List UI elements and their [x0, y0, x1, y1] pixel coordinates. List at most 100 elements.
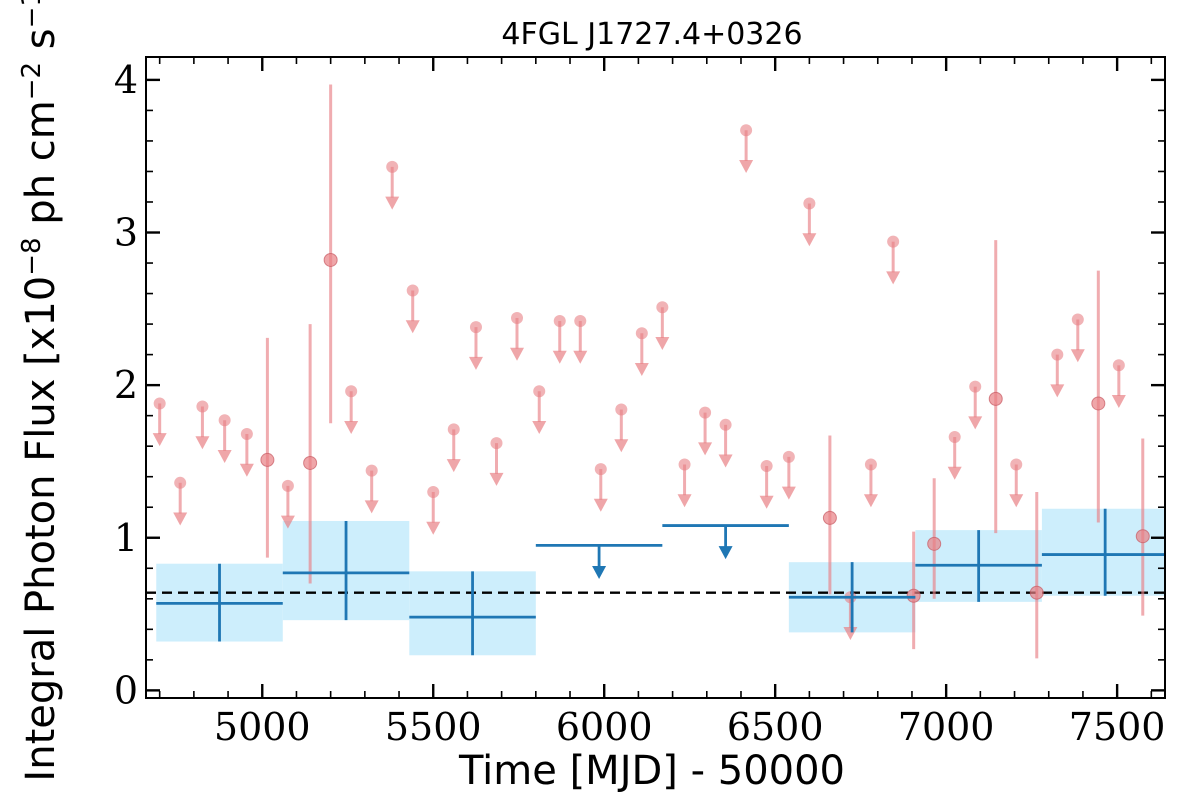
short-bin-upper-limit-head	[968, 416, 983, 430]
y-tick-label: 4	[114, 58, 138, 102]
short-bin-upper-limit-point	[240, 427, 253, 440]
short-bin-upper-limit-head	[532, 420, 547, 434]
axis-ticks: 5000 5500 6000 6500 7000 7500 0 1 2 3 4	[114, 57, 1166, 749]
short-bin-upper-limit-head	[552, 350, 567, 364]
short-bin-upper-limit-point	[740, 124, 753, 137]
short-bin-upper-limit-point	[469, 321, 482, 334]
short-bin-upper-limit-point	[490, 437, 503, 450]
short-bin-upper-limit-head	[239, 463, 254, 477]
short-bin-upper-limit-head	[385, 196, 400, 210]
short-bin-upper-limit-head	[739, 159, 754, 173]
short-bin-upper-limit-point	[678, 458, 691, 471]
short-bin-upper-limit-head	[173, 512, 188, 526]
short-bin-upper-limit-head	[886, 271, 901, 285]
x-tick-label: 6500	[727, 705, 824, 749]
short-bin-upper-limit-head	[489, 472, 504, 486]
short-bin-upper-limit-head	[593, 498, 608, 512]
short-bin-upper-limit-head	[364, 500, 379, 514]
short-bin-upper-limit-point	[427, 485, 440, 498]
short-bin-point	[260, 452, 275, 467]
x-tick-label: 7000	[898, 705, 995, 749]
short-bin-upper-limit-point	[1112, 359, 1125, 372]
short-bin-upper-limit-head	[152, 433, 167, 447]
long-bin-band	[1041, 508, 1165, 596]
short-bin-upper-limit-head	[843, 627, 858, 641]
short-bin-upper-limit-head	[405, 320, 420, 334]
short-bin-upper-limit-point	[345, 385, 358, 398]
y-tick-label: 1	[114, 516, 138, 560]
short-bin-upper-limit-point	[574, 315, 587, 328]
short-bin-point	[822, 510, 837, 525]
short-bin-upper-limit-point	[553, 315, 566, 328]
short-bin-upper-limit-head	[195, 436, 210, 450]
short-bin-upper-limit-point	[386, 160, 399, 173]
short-bin-upper-limit-point	[699, 406, 712, 419]
short-bin-upper-limit-head	[1050, 384, 1065, 398]
x-tick-label: 7500	[1069, 705, 1166, 749]
short-bin-upper-limit-point	[174, 476, 187, 489]
short-bin-point	[1091, 396, 1106, 411]
short-bin-upper-limit-head	[863, 494, 878, 508]
short-bin-upper-limit-head	[573, 350, 588, 364]
short-bin-upper-limit-head	[677, 494, 692, 508]
short-bin-upper-limit-point	[782, 450, 795, 463]
short-bin-upper-limit-point	[719, 418, 732, 431]
short-bin-point	[1029, 585, 1044, 600]
short-bin-upper-limit-head	[426, 521, 441, 535]
short-bin-upper-limit-point	[864, 458, 877, 471]
short-bin-upper-limit-head	[217, 449, 232, 463]
x-axis-label: Time [MJD] - 50000	[458, 748, 845, 794]
plot-frame	[145, 56, 1166, 699]
short-bin-point	[323, 252, 338, 267]
short-bin-upper-limit-point	[887, 235, 900, 248]
short-bin-upper-limit-head	[698, 442, 713, 456]
short-bin-point	[906, 588, 921, 603]
x-tick-label: 6000	[556, 705, 653, 749]
short-bin-point	[927, 536, 942, 551]
x-tick-label: 5000	[214, 705, 311, 749]
x-tick-label: 5500	[385, 705, 482, 749]
short-bin-upper-limit-point	[196, 400, 209, 413]
short-bin-upper-limit-point	[406, 284, 419, 297]
short-bin-upper-limit-head	[1070, 349, 1085, 363]
short-bin-upper-limit-head	[446, 459, 461, 473]
short-bin-upper-limit-point	[1051, 348, 1064, 361]
short-bin-upper-limit-head	[510, 347, 525, 361]
short-bin-upper-limit-head	[468, 356, 483, 370]
plot-area	[146, 84, 1165, 659]
short-bin-point	[988, 391, 1003, 406]
short-bin-upper-limit-point	[153, 397, 166, 410]
long-bin-upper-limit-head	[718, 546, 733, 560]
long-bin-upper-limit-head	[592, 565, 607, 579]
short-bin-upper-limit-point	[948, 431, 961, 444]
short-bin-upper-limit-head	[759, 495, 774, 509]
short-bin-upper-limit-point	[760, 460, 773, 473]
short-bin-point	[1135, 529, 1150, 544]
short-bin-point	[303, 455, 318, 470]
short-bin-upper-limit-point	[1010, 458, 1023, 471]
short-bin-upper-limit-head	[344, 420, 359, 434]
y-tick-label: 0	[114, 668, 138, 712]
short-bin-upper-limit-head	[718, 454, 733, 468]
short-bin-upper-limit-head	[280, 515, 295, 529]
short-bin-upper-limit-point	[969, 380, 982, 393]
chart-title: 4FGL J1727.4+0326	[501, 17, 802, 52]
short-bin-upper-limit-point	[533, 385, 546, 398]
short-bin-upper-limit-point	[447, 423, 460, 436]
short-bin-upper-limit-point	[635, 327, 648, 340]
short-bin-upper-limit-head	[614, 439, 629, 453]
short-bin-upper-limit-head	[802, 233, 817, 247]
short-bin-upper-limit-point	[594, 463, 607, 476]
short-bin-upper-limit-point	[281, 479, 294, 492]
y-tick-label: 2	[114, 363, 138, 407]
short-bin-upper-limit-point	[1071, 313, 1084, 326]
short-bin-upper-limit-point	[218, 414, 231, 427]
short-bin-upper-limit-head	[947, 466, 962, 480]
short-bin-upper-limit-point	[803, 197, 816, 210]
y-axis-label: Integral Photon Flux [x10−8 ph cm−2 s−1]	[17, 0, 64, 782]
short-bin-upper-limit-point	[615, 403, 628, 416]
short-bin-upper-limit-point	[656, 301, 669, 314]
short-bin-upper-limit-head	[655, 337, 670, 351]
short-bin-upper-limit-point	[511, 311, 524, 324]
